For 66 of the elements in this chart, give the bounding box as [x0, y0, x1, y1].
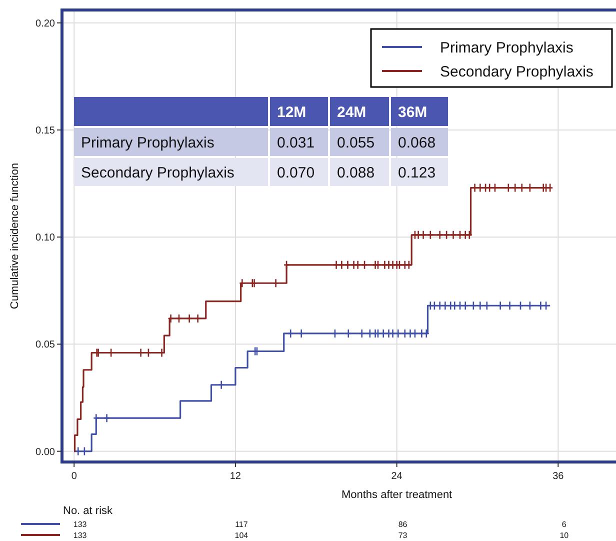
annotation: 0.070 — [277, 164, 315, 182]
y-tick-label: 0.10 — [36, 232, 56, 244]
annotation: 12M — [277, 104, 306, 121]
point — [176, 314, 182, 324]
point — [470, 300, 477, 310]
point — [345, 328, 352, 338]
annotation: 36M — [398, 104, 428, 121]
annotation: Secondary Prophylaxis — [81, 164, 234, 182]
annotation: 0.068 — [398, 134, 436, 152]
text: No. at risk — [63, 505, 114, 517]
legend-label: Primary Prophylaxis — [440, 39, 574, 56]
point — [380, 328, 387, 338]
point — [456, 300, 464, 310]
point — [462, 300, 469, 310]
point — [526, 300, 534, 310]
text: 6 — [562, 520, 567, 529]
point — [517, 300, 524, 310]
x-tick-label: 36 — [552, 471, 564, 482]
annotation: 24M — [337, 104, 366, 121]
point — [406, 260, 412, 270]
point — [402, 328, 408, 338]
point — [443, 230, 450, 240]
point — [361, 260, 368, 270]
point — [332, 328, 338, 338]
annotation: 0.031 — [277, 134, 315, 152]
text: 104 — [234, 530, 249, 540]
annotation: 0.088 — [337, 164, 375, 182]
x-tick-label: 0 — [71, 471, 78, 482]
text: 133 — [73, 520, 88, 529]
point — [484, 300, 490, 310]
point — [394, 328, 402, 338]
y-tick-label: 0.20 — [36, 18, 56, 30]
x-tick-label: 24 — [391, 471, 403, 482]
point — [374, 260, 382, 270]
point — [447, 300, 454, 310]
point — [427, 300, 434, 310]
point — [451, 300, 458, 310]
legend-label: Secondary Prophylaxis — [440, 63, 594, 80]
point — [412, 328, 418, 338]
point — [402, 260, 408, 270]
point — [423, 328, 430, 338]
y-tick-label: 0.05 — [36, 340, 56, 351]
x-axis-title: Months after treatment — [341, 489, 452, 501]
point — [431, 300, 438, 310]
text: 73 — [398, 530, 408, 540]
text: 133 — [73, 530, 88, 540]
text: 117 — [235, 520, 248, 529]
point — [283, 260, 290, 270]
point — [366, 328, 374, 338]
point — [466, 230, 473, 240]
y-axis-title: Cumulative incidence function — [9, 162, 21, 310]
x-tick-label: 12 — [230, 471, 242, 482]
annotation: 0.123 — [398, 164, 436, 182]
point — [427, 230, 434, 240]
y-tick-label: 0.15 — [36, 125, 56, 136]
point — [456, 230, 464, 240]
point — [412, 230, 418, 240]
point — [396, 260, 403, 270]
annotation: Primary Prophylaxis — [81, 134, 214, 152]
point — [287, 328, 294, 338]
text: 86 — [398, 520, 408, 529]
text: 10 — [560, 530, 570, 540]
annotation: 0.055 — [337, 134, 375, 152]
point — [374, 328, 382, 338]
point — [462, 230, 469, 240]
y-tick-label: 0.00 — [36, 446, 56, 458]
